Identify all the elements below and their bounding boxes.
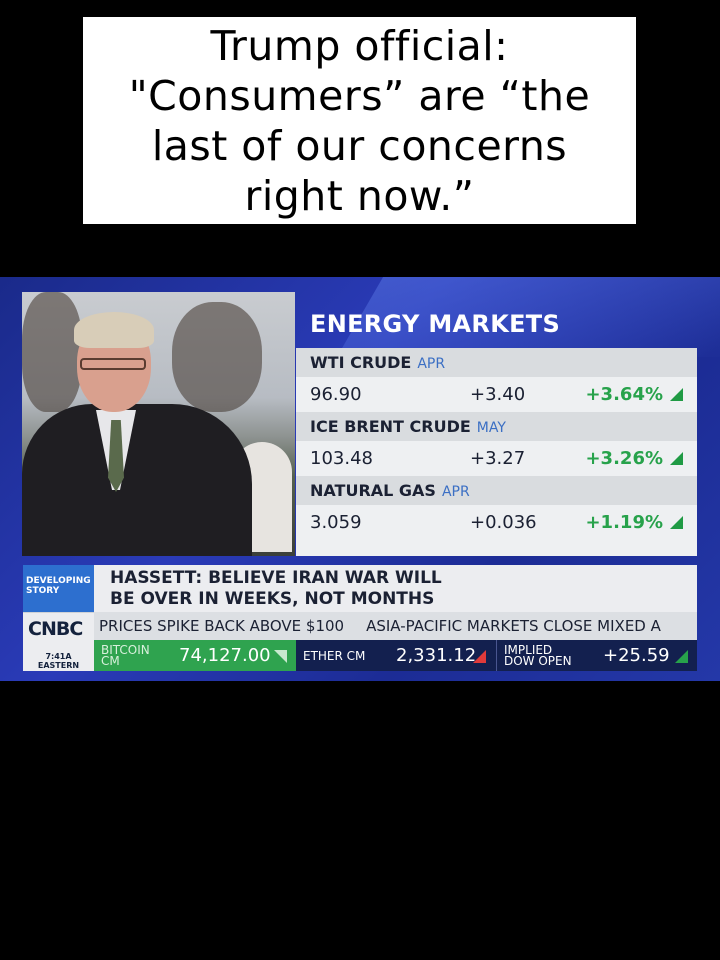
ticker-label: ETHER CM bbox=[303, 649, 366, 663]
up-arrow-icon bbox=[670, 452, 683, 465]
anchor-video-feed bbox=[22, 292, 295, 556]
market-values: 96.90 +3.40 +3.64% bbox=[296, 377, 697, 412]
change: +3.40 bbox=[470, 384, 526, 405]
price: 103.48 bbox=[310, 448, 373, 469]
contract-month: APR bbox=[417, 356, 446, 372]
market-name: NATURAL GAS bbox=[310, 481, 436, 500]
up-arrow-icon bbox=[670, 516, 683, 529]
ticker-value: 74,127.00 bbox=[179, 645, 271, 666]
headline: HASSETT: BELIEVE IRAN WAR WILL BE OVER I… bbox=[94, 565, 697, 612]
market-name: ICE BRENT CRUDE bbox=[310, 417, 471, 436]
market-label: ICE BRENT CRUDE MAY bbox=[296, 412, 697, 441]
market-label: WTI CRUDE APR bbox=[296, 348, 697, 377]
percent-change: +1.19% bbox=[585, 512, 663, 533]
news-crawl: PRICES SPIKE BACK ABOVE $100 ASIA-PACIFIC… bbox=[94, 612, 697, 640]
percent-change: +3.26% bbox=[585, 448, 663, 469]
ticker-value: +25.59 bbox=[603, 645, 670, 666]
network-bug: CNBC 7:41A EASTERN bbox=[23, 612, 94, 671]
ticker-bitcoin: BITCOIN CM 74,127.00 bbox=[94, 640, 296, 671]
time: 7:41A bbox=[45, 652, 72, 661]
market-label: NATURAL GAS APR bbox=[296, 476, 697, 505]
up-arrow-icon bbox=[675, 650, 688, 663]
market-values: 3.059 +0.036 +1.19% bbox=[296, 505, 697, 540]
contract-month: MAY bbox=[476, 420, 506, 436]
ticker-value: 2,331.12 bbox=[396, 645, 477, 666]
contract-month: APR bbox=[441, 484, 470, 500]
crawl-item: PRICES SPIKE BACK ABOVE $100 bbox=[99, 617, 345, 635]
ticker-label: IMPLIED DOW OPEN bbox=[504, 643, 572, 668]
price: 3.059 bbox=[310, 512, 362, 533]
developing-story-tag: DEVELOPING STORY bbox=[23, 565, 94, 612]
glasses bbox=[80, 358, 146, 370]
market-values: 103.48 +3.27 +3.26% bbox=[296, 441, 697, 476]
market-ticker: BITCOIN CM 74,127.00 ETHER CM 2,331.12 I… bbox=[94, 640, 697, 671]
ticker-label: BITCOIN CM bbox=[101, 643, 150, 668]
change: +0.036 bbox=[470, 512, 537, 533]
timezone: EASTERN bbox=[37, 661, 80, 670]
up-arrow-icon bbox=[670, 388, 683, 401]
crawl-item: ASIA-PACIFIC MARKETS CLOSE MIXED A bbox=[366, 617, 661, 635]
price: 96.90 bbox=[310, 384, 362, 405]
change: +3.27 bbox=[470, 448, 526, 469]
ticker-ether: ETHER CM 2,331.12 bbox=[296, 640, 497, 671]
percent-change: +3.64% bbox=[585, 384, 663, 405]
down-arrow-icon bbox=[274, 650, 287, 663]
cnbc-logo: CNBC bbox=[28, 618, 83, 640]
ticker-dow: IMPLIED DOW OPEN +25.59 bbox=[497, 640, 697, 671]
market-name: WTI CRUDE bbox=[310, 353, 412, 372]
caption-text: Trump official: "Consumers” are “the las… bbox=[83, 17, 636, 224]
energy-markets-title: ENERGY MARKETS bbox=[310, 310, 561, 338]
video-frame[interactable]: ENERGY MARKETS WTI CRUDE APR 96.90 +3.40 +3… bbox=[0, 277, 720, 681]
energy-markets-panel: WTI CRUDE APR 96.90 +3.40 +3.64% ICE BRENT … bbox=[296, 348, 697, 556]
clock: 7:41A EASTERN bbox=[23, 652, 94, 670]
